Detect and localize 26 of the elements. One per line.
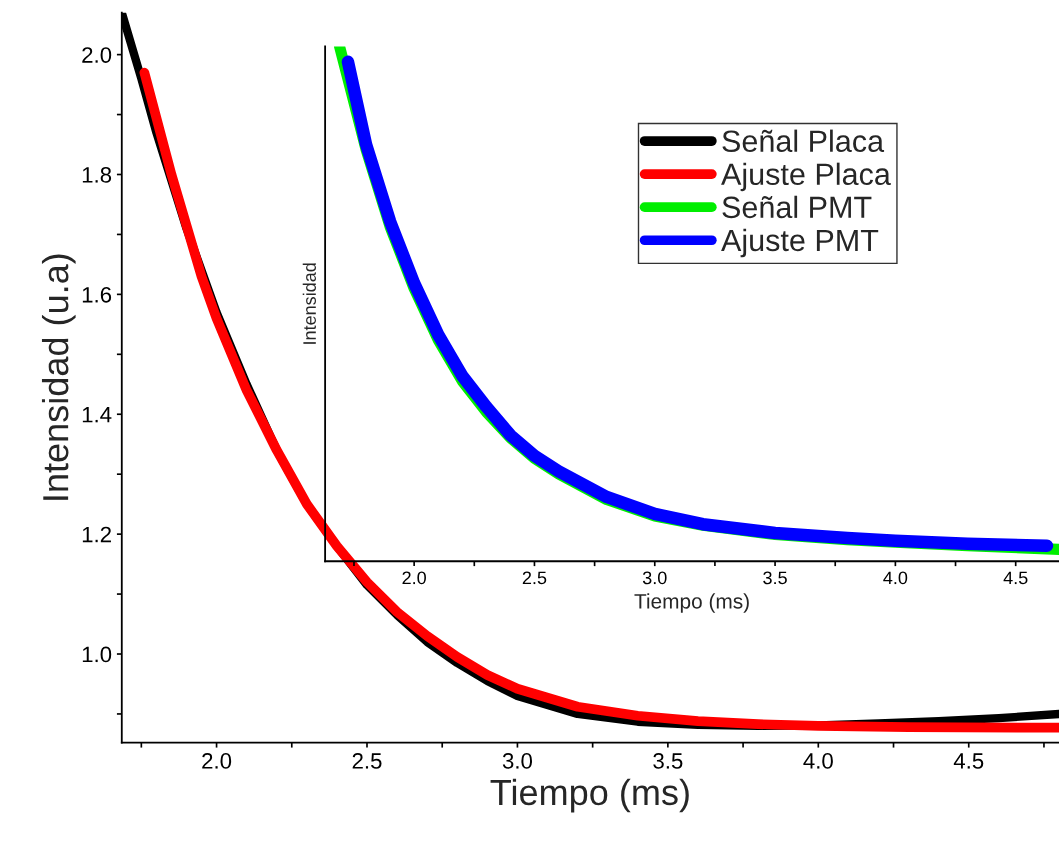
legend-label: Ajuste PMT <box>721 228 879 258</box>
x-tick-label: 4.5 <box>1003 571 1028 585</box>
y-tick-label: 1.4 <box>82 407 112 423</box>
x-tick-label: 2.0 <box>202 753 232 769</box>
x-tick-label: 4.0 <box>883 571 908 585</box>
legend-label: Señal Placa <box>722 129 885 153</box>
legend-label: Ajuste Placa <box>721 162 891 192</box>
x-tick-label: 4.0 <box>803 753 833 769</box>
x-tick-label: 2.5 <box>522 571 547 585</box>
y-tick-label: 1.0 <box>82 646 112 663</box>
y-tick-label: 1.8 <box>82 167 112 183</box>
x-tick-label: 3.0 <box>642 571 667 585</box>
x-axis-title: Tiempo (ms) <box>490 778 689 813</box>
y-tick-label: 1.2 <box>82 526 111 543</box>
y-tick-label: 1.6 <box>82 286 112 303</box>
x-tick-label: 3.5 <box>763 571 787 585</box>
x-tick-label: 3.5 <box>653 753 683 769</box>
x-tick-label: 2.5 <box>352 753 382 769</box>
y-axis-title: Intensidad (u.a) <box>41 254 76 500</box>
x-tick-label: 2.0 <box>402 571 426 585</box>
y-tick-label: 2.0 <box>82 47 112 63</box>
legend-label: Señal PMT <box>722 195 872 219</box>
x-tick-label: 4.5 <box>953 753 984 769</box>
y-axis-title: Intensidad <box>302 263 316 344</box>
x-tick-label: 3.0 <box>502 753 533 769</box>
x-axis-title: Tiempo (ms) <box>634 593 749 613</box>
